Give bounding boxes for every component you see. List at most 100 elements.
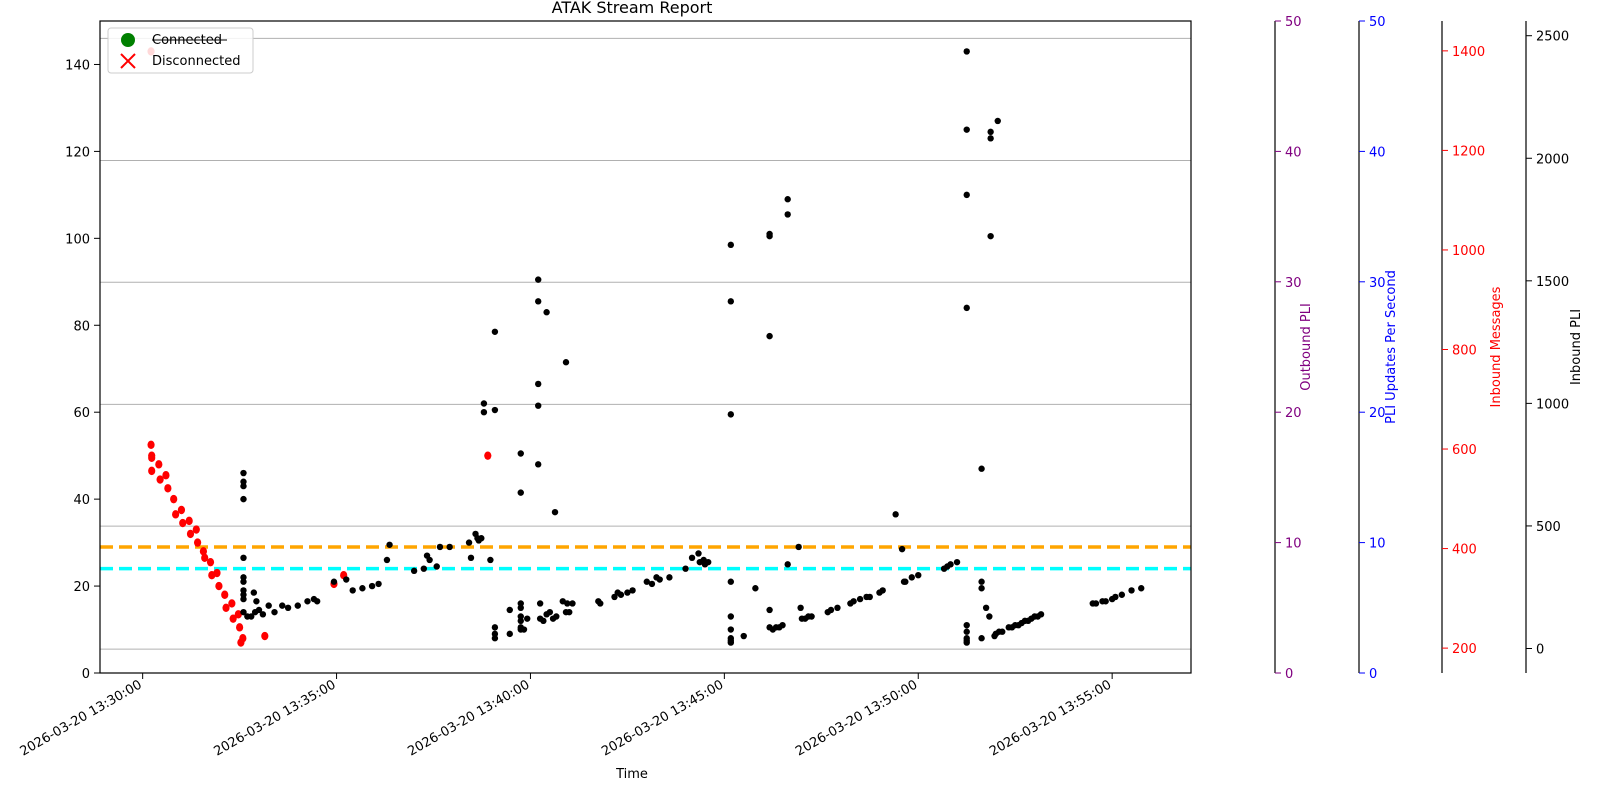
y-tick-label-outbound_pli-2: 20: [1285, 406, 1302, 421]
data-point-s0-27: [234, 610, 242, 619]
y-tick-label-pli_rate-0: 0: [1369, 667, 1377, 682]
data-point-s1-30: [368, 582, 376, 590]
data-point-s1-130: [797, 604, 804, 611]
data-point-s1-134: [808, 613, 815, 620]
data-point-s0-28: [236, 623, 244, 632]
data-point-s1-42: [467, 554, 475, 562]
data-point-s1-18: [265, 602, 272, 609]
data-point-s0-17: [199, 547, 208, 556]
y-tick-label-pli_rate-2: 20: [1369, 406, 1386, 421]
data-point-s0-13: [185, 516, 193, 526]
data-point-s1-157: [963, 191, 970, 199]
data-point-s1-54: [491, 635, 499, 642]
data-point-s1-28: [349, 587, 356, 594]
data-point-s1-79: [551, 508, 559, 516]
y-tick-label-inbound_pli-4: 2000: [1536, 152, 1569, 167]
data-point-s1-97: [656, 576, 663, 583]
y-tick-label-pli_rate-5: 50: [1369, 15, 1386, 30]
data-point-s1-27: [343, 576, 350, 583]
y-tick-label-inbound_messages-6: 1400: [1452, 45, 1485, 60]
data-point-s1-0: [240, 469, 247, 477]
data-point-s1-37: [426, 556, 433, 564]
data-point-s1-107: [727, 298, 735, 305]
data-point-s1-160: [963, 628, 970, 635]
data-point-s1-100: [688, 554, 696, 562]
data-point-s0-9: [170, 494, 178, 504]
legend-box: [107, 27, 254, 74]
data-point-s0-26: [229, 614, 237, 623]
y-tick-label-outbound_pli-4: 40: [1285, 145, 1302, 160]
data-point-s1-32: [383, 556, 391, 564]
data-point-s1-75: [543, 309, 550, 316]
data-point-s0-23: [221, 590, 229, 599]
data-point-s1-77: [546, 608, 554, 616]
legend-connected-marker: [121, 33, 135, 47]
data-point-s0-18: [201, 553, 209, 563]
data-point-s1-10: [240, 608, 247, 616]
data-point-s1-158: [963, 304, 970, 312]
data-point-s1-140: [856, 595, 864, 603]
data-point-s0-8: [164, 484, 172, 493]
data-point-s1-65: [520, 626, 528, 633]
data-point-s1-99: [682, 565, 689, 572]
data-point-s1-174: [994, 117, 1001, 125]
data-point-s1-197: [1138, 585, 1145, 592]
data-point-s1-94: [643, 578, 650, 585]
data-point-s1-163: [963, 639, 970, 646]
data-point-s1-16: [250, 589, 258, 596]
axis-label-pli_rate: PLI Updates Per Second: [1384, 270, 1399, 424]
data-point-s1-101: [695, 550, 702, 557]
y-tick-label-inbound_messages-1: 400: [1452, 543, 1477, 558]
data-point-s1-119: [766, 332, 773, 340]
data-point-s1-190: [1092, 600, 1100, 607]
data-point-s0-22: [215, 581, 223, 591]
data-point-s1-150: [915, 572, 922, 579]
data-point-s1-92: [624, 589, 631, 596]
y-tick-label-inbound_pli-1: 500: [1536, 520, 1561, 535]
data-point-s1-127: [784, 211, 791, 218]
data-point-s1-51: [491, 406, 499, 414]
data-point-s1-170: [987, 128, 994, 136]
data-point-s1-156: [963, 126, 970, 133]
y-tick-label-pli_rate-4: 40: [1369, 145, 1386, 160]
data-point-s1-4: [240, 554, 247, 562]
y-tick-label-outbound_pli-3: 30: [1285, 276, 1302, 291]
legend-disconnected-label: Disconnected: [152, 54, 240, 69]
data-point-s1-14: [255, 606, 263, 614]
data-point-s0-3: [148, 451, 156, 460]
data-point-s1-39: [436, 543, 444, 551]
y-tick-label-main-0: 0: [82, 667, 90, 682]
data-point-s1-50: [491, 328, 499, 335]
data-point-s1-168: [982, 604, 990, 611]
data-point-s1-114: [727, 639, 735, 646]
data-point-s1-67: [535, 276, 542, 283]
legend: Connected Disconnected: [107, 27, 254, 74]
data-point-s0-25: [228, 599, 236, 608]
data-points: [147, 47, 1145, 647]
data-point-s1-70: [535, 402, 542, 409]
data-point-s1-26: [330, 578, 338, 585]
data-point-s0-14: [186, 529, 195, 539]
data-point-s1-128: [784, 561, 791, 568]
data-point-s1-172: [987, 232, 994, 240]
data-point-s1-69: [535, 380, 542, 388]
data-point-s0-4: [148, 466, 156, 476]
data-point-s1-125: [779, 621, 786, 629]
data-point-s1-41: [465, 539, 473, 546]
data-point-s1-166: [978, 585, 985, 592]
data-point-s1-49: [487, 556, 494, 564]
x-tick-label-4: 2026-03-20 13:50:00: [793, 677, 920, 759]
data-point-s1-15: [259, 611, 267, 618]
data-point-s1-52: [491, 624, 499, 631]
data-point-s1-115: [740, 632, 747, 640]
data-point-s1-55: [506, 630, 513, 638]
data-point-s1-12: [248, 613, 255, 620]
data-point-s1-91: [617, 591, 625, 598]
legend-disconnected-marker: [120, 53, 136, 69]
data-point-s1-3: [240, 495, 247, 503]
data-point-s1-165: [978, 578, 985, 585]
data-point-s1-118: [766, 232, 773, 240]
data-point-s1-9: [240, 595, 247, 603]
data-point-s1-33: [386, 541, 393, 548]
